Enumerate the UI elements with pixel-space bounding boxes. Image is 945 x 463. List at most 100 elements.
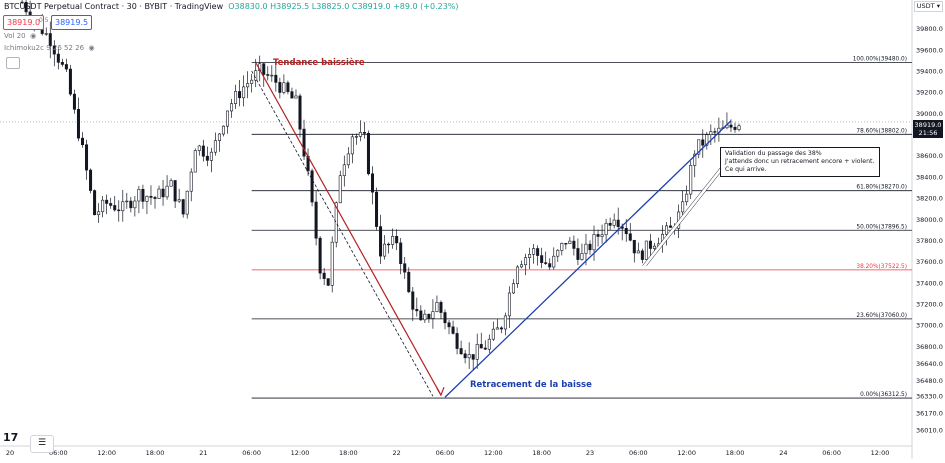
- candle-body: [524, 257, 528, 266]
- ichimoku-label: Ichimoku2c 9 26 52 26: [4, 44, 85, 52]
- candle-body: [395, 235, 399, 244]
- candle-body: [113, 205, 117, 211]
- candle-body: [604, 222, 608, 236]
- candle-body: [350, 136, 354, 155]
- candle-body: [624, 228, 628, 235]
- price-tick-label: 39000.0: [916, 110, 943, 118]
- candle-body: [636, 250, 640, 254]
- candle-body: [189, 171, 193, 192]
- time-tick-label: 12:00: [484, 449, 503, 457]
- eye-icon[interactable]: ◉: [86, 44, 95, 52]
- candle-body: [125, 200, 129, 203]
- candle-body: [149, 196, 153, 198]
- menu-icon[interactable]: ☰: [30, 435, 54, 453]
- candle-body: [56, 53, 60, 63]
- time-tick-label: 21: [199, 449, 207, 457]
- candle-body: [197, 145, 201, 151]
- fib-level-label: 38.20%(37522.5): [856, 264, 907, 270]
- candle-body: [733, 126, 737, 130]
- candle-body: [483, 347, 487, 350]
- callout-note: Validation du passage des 38% J'attends …: [720, 147, 880, 177]
- time-tick-label: 18:00: [146, 449, 165, 457]
- candle-body: [399, 242, 403, 265]
- candle-body: [528, 254, 532, 258]
- candle-body: [322, 272, 326, 279]
- collapse-indicators-button[interactable]: [6, 57, 20, 69]
- buy-price-button[interactable]: 38919.5: [51, 15, 93, 30]
- candle-body: [644, 240, 648, 260]
- time-tick-label: 06:00: [49, 449, 68, 457]
- candle-body: [213, 140, 217, 153]
- price-tick-label: 39400.0: [916, 67, 943, 75]
- price-tick-label: 37800.0: [916, 237, 943, 245]
- tradingview-logo[interactable]: 17: [3, 431, 19, 444]
- currency-selector[interactable]: USDT ▾: [913, 1, 943, 12]
- price-tick-label: 36480.0: [916, 377, 943, 385]
- candle-body: [689, 165, 693, 195]
- candle-body: [234, 91, 238, 104]
- price-tick-label: 37600.0: [916, 258, 943, 266]
- retracement-line: [444, 120, 732, 398]
- candle-body: [608, 222, 612, 226]
- candle-body: [560, 242, 564, 251]
- candle-body: [729, 124, 733, 128]
- candle-body: [48, 33, 52, 47]
- candle-body: [334, 202, 338, 243]
- time-tick-label: 23: [586, 449, 594, 457]
- candle-body: [451, 326, 455, 334]
- candle-body: [52, 45, 56, 55]
- candle-body: [616, 219, 620, 227]
- candle-body: [540, 255, 544, 263]
- candle-body: [548, 263, 552, 268]
- candle-body: [354, 136, 358, 138]
- candle-body: [693, 153, 697, 166]
- candle-body: [97, 211, 101, 216]
- candle-body: [592, 234, 596, 251]
- volume-indicator-label[interactable]: Vol 20 ◉: [4, 32, 36, 40]
- time-tick-label: 12:00: [291, 449, 310, 457]
- candle-body: [407, 271, 411, 293]
- fib-level-label: 23.60%(37060.0): [856, 313, 907, 319]
- candle-body: [338, 175, 342, 204]
- sell-price-button[interactable]: 38919.0: [3, 15, 45, 30]
- candle-body: [177, 199, 181, 202]
- price-tick-label: 37400.0: [916, 279, 943, 287]
- candle-body: [230, 103, 234, 112]
- price-tick-label: 37200.0: [916, 301, 943, 309]
- candle-body: [612, 219, 616, 226]
- callout-pointer: [642, 167, 725, 267]
- candle-body: [709, 131, 713, 135]
- candle-body: [72, 93, 76, 110]
- time-tick-label: 22: [393, 449, 401, 457]
- time-tick-label: 12:00: [871, 449, 890, 457]
- candle-body: [375, 191, 379, 227]
- candle-body: [282, 82, 286, 93]
- price-tick-label: 39200.0: [916, 89, 943, 97]
- price-tick-label: 38000.0: [916, 216, 943, 224]
- candle-body: [250, 79, 254, 84]
- candle-body: [326, 278, 330, 286]
- candle-body: [705, 134, 709, 146]
- candle-body: [387, 243, 391, 246]
- candle-body: [435, 302, 439, 312]
- candle-body: [628, 233, 632, 241]
- price-tick-label: 39600.0: [916, 46, 943, 54]
- candle-body: [640, 250, 644, 260]
- ichimoku-indicator-label[interactable]: Ichimoku2c 9 26 52 26 ◉: [4, 44, 95, 52]
- candle-body: [568, 240, 572, 244]
- candle-body: [471, 354, 475, 360]
- candle-body: [491, 328, 495, 340]
- eye-icon[interactable]: ◉: [27, 32, 37, 40]
- bar-countdown: 21:56: [918, 129, 938, 137]
- downtrend-annotation: Tendance baissière: [273, 58, 365, 68]
- candle-body: [572, 240, 576, 249]
- candle-body: [169, 180, 173, 187]
- candle-body: [342, 164, 346, 177]
- ohlc-values: O38830.0 H38925.5 L38825.0 C38919.0 +89.…: [228, 2, 459, 11]
- time-tick-label: 06:00: [822, 449, 841, 457]
- candle-body: [588, 243, 592, 251]
- candle-body: [221, 125, 225, 135]
- candle-body: [600, 234, 604, 237]
